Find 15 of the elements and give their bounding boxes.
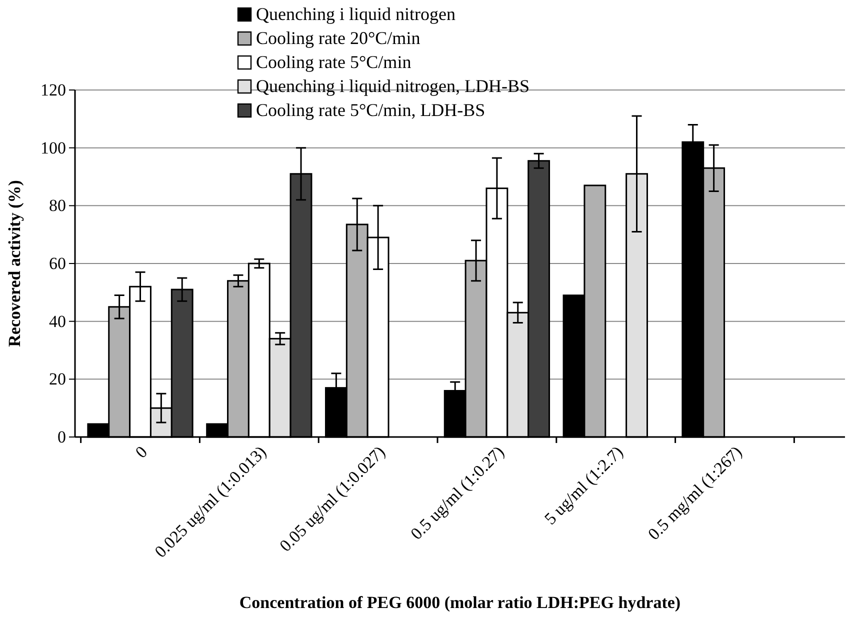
x-axis-title: Concentration of PEG 6000 (molar ratio LDH:PEG hydrate) [239, 593, 681, 612]
y-axis-title: Recovered activity (%) [5, 180, 24, 347]
y-tick-label: 40 [49, 312, 66, 331]
y-tick-label: 80 [49, 196, 66, 216]
y-tick-label: 60 [49, 254, 66, 273]
y-tick-label: 0 [58, 427, 66, 446]
legend-label: Cooling rate 5°C/min, LDH-BS [256, 100, 486, 120]
y-tick-label: 120 [40, 80, 66, 100]
legend-label: Quenching i liquid nitrogen [256, 4, 456, 24]
legend-label: Quenching i liquid nitrogen, LDH-BS [256, 76, 530, 96]
y-tick-label: 100 [40, 138, 66, 158]
x-tick-label: 0 [132, 442, 152, 462]
y-tick-label: 20 [49, 370, 66, 389]
legend-label: Cooling rate 5°C/min [256, 52, 412, 72]
legend-label: Cooling rate 20°C/min [256, 28, 420, 48]
